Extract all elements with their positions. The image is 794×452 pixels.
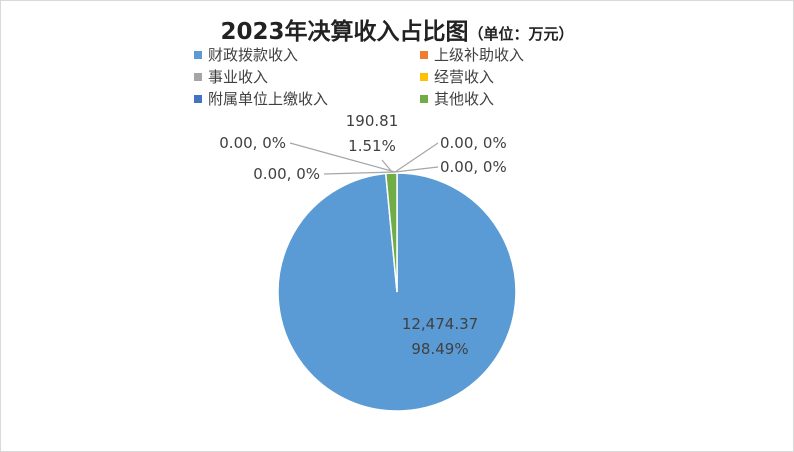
- legend-swatch-1: [420, 51, 428, 59]
- data-label-value-0: 12,474.37: [402, 315, 478, 333]
- legend-label-5: 其他收入: [434, 90, 495, 108]
- data-label-value-5: 190.81: [346, 112, 399, 130]
- data-label-2: 0.00, 0%: [253, 165, 320, 183]
- legend-item-0: 财政拨款收入: [194, 44, 298, 66]
- legend-swatch-4: [194, 95, 202, 103]
- data-label-percent-5: 1.51%: [348, 137, 396, 155]
- leader-line-1: [289, 142, 396, 173]
- data-label-1: 0.00, 0%: [219, 134, 286, 152]
- chart-title: 2023年决算收入占比图: [220, 19, 469, 45]
- data-label-percent-0: 98.49%: [411, 340, 468, 358]
- legend-item-2: 事业收入: [194, 66, 268, 88]
- legend-swatch-5: [420, 95, 428, 103]
- data-label-3: 0.00, 0%: [440, 134, 507, 152]
- leader-line-3: [394, 142, 439, 173]
- legend-label-4: 附属单位上缴收入: [208, 90, 329, 108]
- legend-item-4: 附属单位上缴收入: [194, 88, 328, 110]
- legend-item-1: 上级补助收入: [420, 44, 524, 66]
- legend-item-5: 其他收入: [420, 88, 494, 110]
- data-label-4: 0.00, 0%: [440, 158, 507, 176]
- legend-swatch-3: [420, 73, 428, 81]
- legend-label-0: 财政拨款收入: [208, 46, 299, 64]
- legend-item-3: 经营收入: [420, 66, 494, 88]
- leader-line-2: [323, 171, 396, 175]
- legend-swatch-0: [194, 51, 202, 59]
- chart-title-block: 2023年决算收入占比图（单位：万元）: [0, 12, 794, 46]
- legend-label-2: 事业收入: [208, 68, 269, 86]
- leader-line-5: [381, 159, 393, 173]
- legend-swatch-2: [194, 73, 202, 81]
- pie-slice-5: [384, 172, 398, 293]
- legend-label-1: 上级补助收入: [434, 46, 525, 64]
- chart-subtitle: （单位：万元）: [468, 25, 574, 43]
- legend-label-3: 经营收入: [434, 68, 495, 86]
- leader-line-4: [394, 166, 439, 173]
